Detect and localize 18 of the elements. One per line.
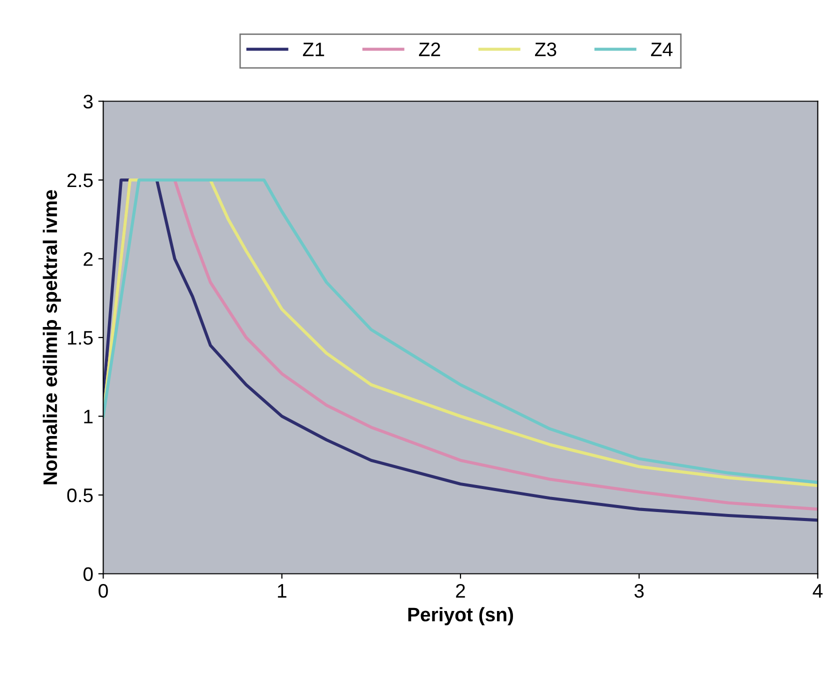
x-tick-label: 2 — [456, 584, 465, 598]
x-axis-title: Periyot (sn) — [408, 607, 514, 626]
legend-label: Z4 — [651, 42, 673, 56]
legend-label: Z1 — [302, 42, 324, 56]
y-tick-label: 3 — [83, 94, 93, 108]
x-tick-label: 1 — [278, 584, 286, 598]
x-tick-label: 4 — [812, 584, 823, 598]
y-tick-label: 2 — [84, 252, 93, 266]
y-tick-label: 1.5 — [68, 331, 93, 345]
y-tick-label: 2.5 — [67, 173, 93, 188]
legend-label: Z2 — [418, 42, 440, 56]
y-axis-title: Normalize edilmiþ spektral ivme — [42, 190, 61, 484]
x-tick-label: 0 — [98, 584, 108, 598]
y-tick-label: 0 — [83, 567, 93, 581]
y-tick-label: 0.5 — [67, 488, 93, 502]
legend-label: Z3 — [535, 42, 556, 56]
x-tick-label: 3 — [634, 584, 644, 598]
y-tick-label: 1 — [84, 410, 93, 424]
